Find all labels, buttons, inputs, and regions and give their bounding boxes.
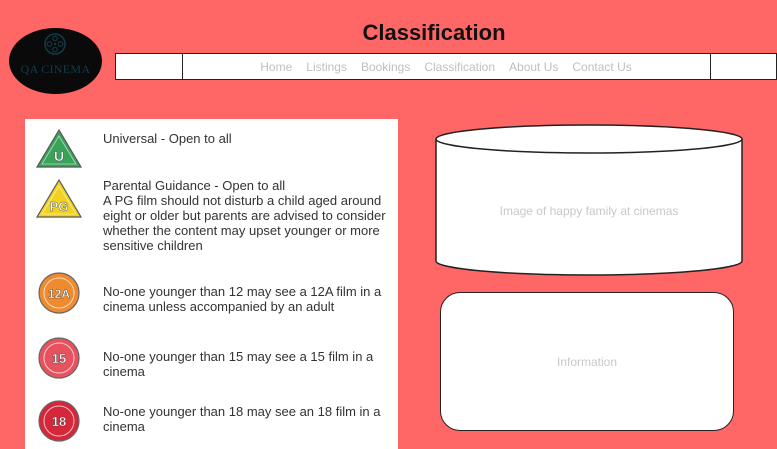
- film-reel-icon: [44, 33, 66, 55]
- rating-pg-icon: PG: [35, 178, 83, 218]
- nav-classification[interactable]: Classification: [424, 59, 496, 74]
- rating-description: Universal - Open to all: [103, 131, 232, 146]
- rating-badge-label: U: [54, 148, 64, 164]
- rating-badge-label: PG: [50, 199, 69, 214]
- nav-spacer-left: [116, 54, 183, 79]
- family-image-placeholder: Image of happy family at cinemas: [434, 124, 744, 277]
- nav-listings[interactable]: Listings: [306, 59, 347, 74]
- information-box: Information: [440, 292, 734, 431]
- classification-ratings-panel: U Universal - Open to all PG Parental Guida…: [25, 119, 398, 449]
- nav-spacer-right: [710, 54, 776, 79]
- rating-badge-label: 18: [52, 414, 66, 429]
- rating-description: No-one younger than 12 may see a 12A fil…: [103, 284, 382, 314]
- nav-home[interactable]: Home: [260, 59, 293, 74]
- nav-bookings[interactable]: Bookings: [360, 59, 411, 74]
- rating-u-icon: U: [35, 128, 83, 168]
- rating-15-icon: 15: [38, 337, 80, 379]
- rating-description: Parental Guidance - Open to all A PG fil…: [103, 178, 386, 253]
- image-placeholder-label: Image of happy family at cinemas: [499, 204, 679, 218]
- rating-description: No-one younger than 15 may see a 15 film…: [103, 349, 374, 379]
- rating-badge-label: 12A: [48, 287, 70, 301]
- information-label: Information: [556, 355, 618, 369]
- nav-contact-us[interactable]: Contact Us: [572, 59, 632, 74]
- rating-badge-label: 15: [52, 351, 66, 366]
- page-title: Classification: [362, 20, 506, 45]
- site-logo[interactable]: QA CINEMA: [9, 28, 102, 94]
- nav-about-us[interactable]: About Us: [509, 59, 559, 74]
- rating-12a-icon: 12A: [38, 272, 80, 314]
- navigation-bar: Home Listings Bookings Classification About …: [115, 53, 777, 80]
- rating-18-icon: 18: [38, 400, 80, 442]
- nav-links: Home Listings Bookings Classification About …: [182, 54, 710, 79]
- rating-description: No-one younger than 18 may see an 18 fil…: [103, 404, 381, 434]
- cylinder-shape: [435, 124, 743, 276]
- logo-text: QA CINEMA: [20, 62, 91, 76]
